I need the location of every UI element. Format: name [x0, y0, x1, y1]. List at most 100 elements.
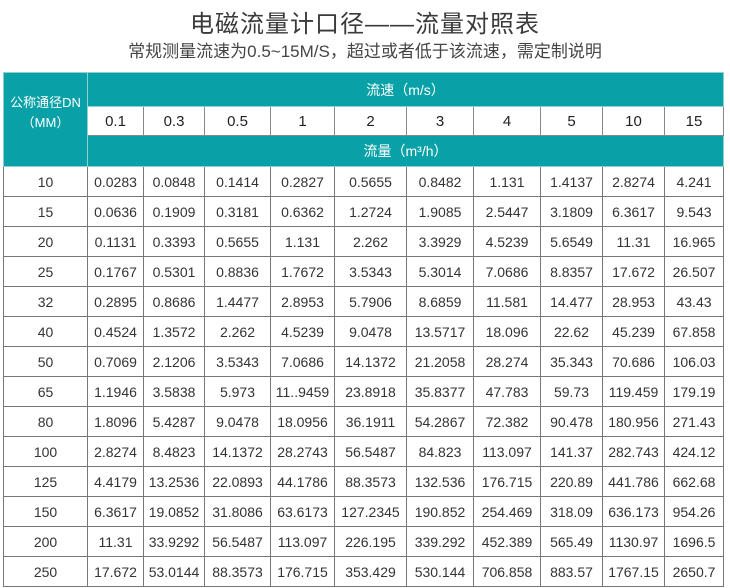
flow-cell: 9.543 [663, 196, 725, 227]
dn-cell: 200 [3, 526, 88, 557]
flow-cell: 14.477 [540, 286, 603, 317]
flow-cell: 127.2345 [334, 496, 407, 527]
flow-cell: 424.12 [663, 436, 725, 467]
dn-cell: 40 [3, 316, 88, 347]
flow-cell: 1.4477 [204, 286, 271, 317]
flow-table: 公称通径DN （MM） 流速（m/s） 0.1 0.3 0.5 1 2 3 4 5 10 15 流… [3, 72, 725, 587]
flow-cell: 1.1946 [87, 376, 144, 407]
flow-cell: 2.8953 [270, 286, 335, 317]
flow-cell: 318.09 [540, 496, 603, 527]
flow-cell: 8.6859 [406, 286, 474, 317]
flow-cell: 0.0636 [87, 196, 144, 227]
dn-header: 公称通径DN [10, 95, 81, 110]
flow-cell: 11..9459 [270, 376, 335, 407]
flow-cell: 5.7906 [334, 286, 407, 317]
flow-cell: 190.852 [406, 496, 474, 527]
speed-cell: 10 [602, 106, 665, 136]
flow-cell: 36.1911 [334, 406, 407, 437]
flow-cell: 0.1414 [204, 166, 271, 197]
flow-cell: 1130.97 [602, 526, 665, 557]
speed-row: 0.1 0.3 0.5 1 2 3 4 5 10 15 [4, 106, 725, 136]
dn-cell: 250 [3, 556, 88, 587]
flow-cell: 179.19 [663, 376, 725, 407]
flow-cell: 3.5343 [204, 346, 271, 377]
flow-cell: 88.3573 [204, 556, 271, 587]
flow-cell: 132.536 [406, 466, 474, 497]
flow-cell: 21.2058 [406, 346, 474, 377]
flow-cell: 141.37 [540, 436, 603, 467]
flow-cell: 180.956 [602, 406, 665, 437]
flow-cell: 70.686 [602, 346, 665, 377]
flow-cell: 0.2827 [270, 166, 335, 197]
flow-cell: 11.31 [602, 226, 665, 257]
speed-cell: 0.3 [143, 106, 205, 136]
flow-cell: 662.68 [663, 466, 725, 497]
flow-cell: 119.459 [602, 376, 665, 407]
flow-cell: 3.1809 [540, 196, 603, 227]
flow-cell: 3.3929 [406, 226, 474, 257]
flow-cell: 0.0283 [87, 166, 144, 197]
speed-cell: 4 [473, 106, 541, 136]
flow-cell: 2.262 [204, 316, 271, 347]
flow-cell: 6.3617 [602, 196, 665, 227]
flow-cell: 90.478 [540, 406, 603, 437]
flow-cell: 0.1767 [87, 256, 144, 287]
flow-cell: 3.5343 [334, 256, 407, 287]
flow-cell: 2650.7 [663, 556, 725, 587]
flow-cell: 22.62 [540, 316, 603, 347]
flow-cell: 0.5301 [143, 256, 205, 287]
table-row: 50 0.7069 2.1206 3.5343 7.0686 14.1372 21.2058… [3, 346, 725, 377]
flow-cell: 1696.5 [663, 526, 725, 557]
flow-cell: 1.9085 [406, 196, 474, 227]
dn-header-cell: 公称通径DN （MM） [3, 72, 88, 167]
dn-cell: 50 [3, 346, 88, 377]
flow-cell: 113.097 [473, 436, 541, 467]
flow-cell: 9.0478 [334, 316, 407, 347]
speed-cell: 5 [540, 106, 603, 136]
flow-cell: 0.2895 [87, 286, 144, 317]
speed-cell: 15 [663, 106, 725, 136]
flow-cell: 19.0852 [143, 496, 205, 527]
flow-cell: 2.8274 [602, 166, 665, 197]
flow-cell: 35.343 [540, 346, 603, 377]
flow-cell: 1.131 [270, 226, 335, 257]
flow-cell: 56.5487 [204, 526, 271, 557]
flow-cell: 8.4823 [143, 436, 205, 467]
table-row: 32 0.2895 0.8686 1.4477 2.8953 5.7906 8.6859 11… [3, 286, 725, 317]
flow-cell: 17.672 [602, 256, 665, 287]
flow-cell: 1767.15 [602, 556, 665, 587]
flow-cell: 1.4137 [540, 166, 603, 197]
flow-cell: 565.49 [540, 526, 603, 557]
speed-cell: 3 [406, 106, 474, 136]
flow-cell: 88.3573 [334, 466, 407, 497]
dn-cell: 65 [3, 376, 88, 407]
table-row: 250 17.672 53.0144 88.3573 176.715 353.429 530… [3, 556, 725, 587]
flow-cell: 4.5239 [473, 226, 541, 257]
flow-cell: 2.1206 [143, 346, 205, 377]
flow-cell: 7.0686 [473, 256, 541, 287]
flow-cell: 441.786 [602, 466, 665, 497]
flow-cell: 113.097 [270, 526, 335, 557]
flow-cell: 6.3617 [87, 496, 144, 527]
flow-cell: 0.4524 [87, 316, 144, 347]
flow-cell: 28.2743 [270, 436, 335, 467]
page-title: 电磁流量计口径——流量对照表 [190, 11, 540, 38]
flow-cell: 5.973 [204, 376, 271, 407]
flow-cell: 636.173 [602, 496, 665, 527]
flow-cell: 2.262 [334, 226, 407, 257]
flow-cell: 1.3572 [143, 316, 205, 347]
dn-cell: 80 [3, 406, 88, 437]
table-row: 80 1.8096 5.4287 9.0478 18.0956 36.1911 54.286… [3, 406, 725, 437]
flow-cell: 47.783 [473, 376, 541, 407]
flow-cell: 11.581 [473, 286, 541, 317]
flow-cell: 176.715 [473, 466, 541, 497]
flow-cell: 53.0144 [143, 556, 205, 587]
flow-cell: 282.743 [602, 436, 665, 467]
flow-cell: 3.5838 [143, 376, 205, 407]
table-row: 200 11.31 33.9292 56.5487 113.097 226.195 339.… [3, 526, 725, 557]
flow-cell: 530.144 [406, 556, 474, 587]
flow-cell: 44.1786 [270, 466, 335, 497]
flow-cell: 22.0893 [204, 466, 271, 497]
flow-cell: 4.241 [663, 166, 725, 197]
flow-cell: 16.965 [663, 226, 725, 257]
